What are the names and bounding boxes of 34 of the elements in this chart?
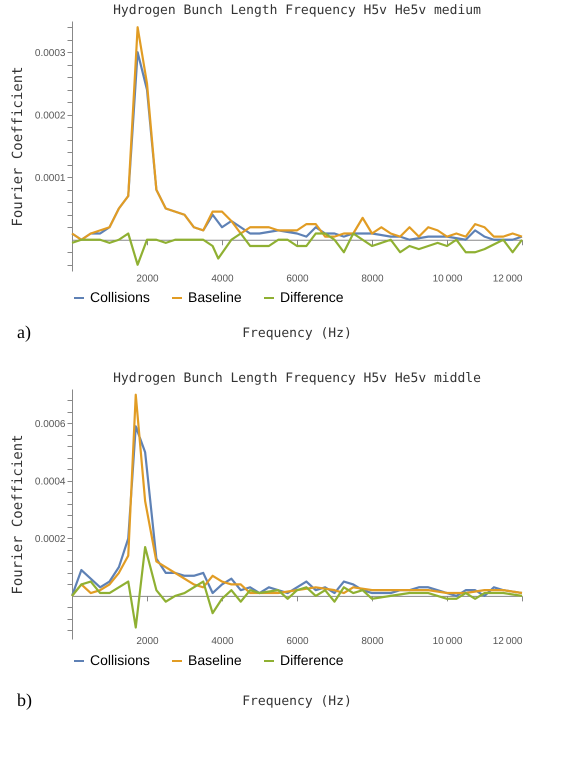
y-tick-label: 0.0002 [34, 534, 66, 545]
legend-label: Difference [280, 289, 344, 305]
text: a) [17, 322, 31, 342]
legend-label: Collisions [90, 289, 150, 305]
x-tick-label: 8000 [361, 273, 384, 284]
line-series [70, 232, 524, 266]
legend-label: Baseline [188, 652, 242, 668]
x-axis-title: Frequency (Hz) [242, 694, 352, 709]
y-tick-label: 0.0002 [34, 110, 66, 122]
x-tick-label: 12 000 [492, 636, 523, 648]
y-axis-title: Fourier Coefficient [10, 434, 26, 595]
x-tick-label: 10 000 [432, 636, 463, 648]
legend-label: Baseline [188, 289, 242, 305]
y-axis-title: Fourier Coefficient [10, 66, 26, 227]
x-tick-label: 8000 [361, 636, 384, 648]
y-tick-label: 0.0003 [34, 48, 66, 59]
legend-label: Collisions [90, 652, 150, 668]
x-tick-label: 4000 [211, 636, 234, 648]
text: b) [17, 690, 32, 710]
x-tick-label: 2000 [136, 636, 160, 648]
chart-title: Hydrogen Bunch Length Frequency H5v He5v middle [113, 371, 482, 386]
legend-label: Difference [280, 652, 344, 668]
line-series [70, 546, 524, 629]
chart-title: Hydrogen Bunch Length Frequency H5v He5v medium [113, 3, 482, 18]
x-tick-label: 12 000 [492, 273, 523, 284]
y-tick-label: 0.0004 [34, 476, 66, 488]
x-axis-title: Frequency (Hz) [242, 326, 352, 341]
x-tick-label: 2000 [136, 273, 160, 284]
x-tick-label: 6000 [286, 636, 310, 648]
x-tick-label: 4000 [211, 273, 234, 284]
y-tick-label: 0.0001 [34, 172, 66, 184]
x-tick-label: 10 000 [432, 273, 463, 284]
y-tick-label: 0.0006 [34, 418, 66, 430]
x-tick-label: 6000 [286, 273, 310, 284]
